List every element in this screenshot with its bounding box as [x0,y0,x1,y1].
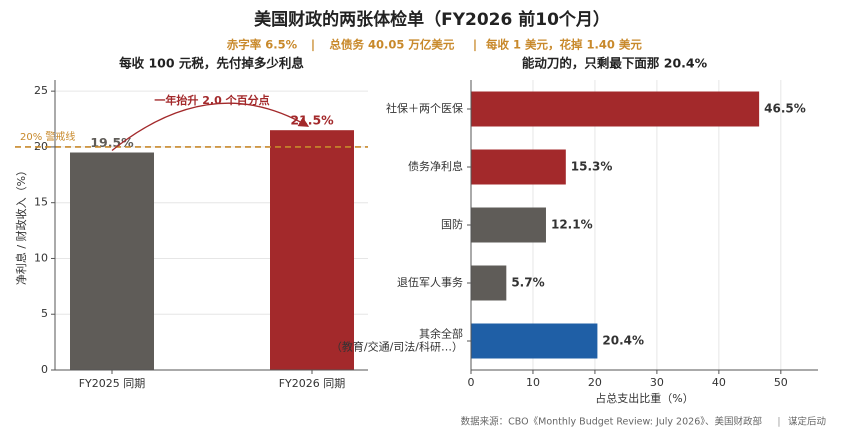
value-label: 5.7% [511,276,544,290]
bar [471,207,546,243]
x-tick-label: 50 [774,376,788,389]
value-label: 12.1% [551,218,593,232]
bar [471,265,507,301]
value-label: 19.5% [90,135,134,150]
subplot-title: 能动刀的，只剩最下面那 20.4% [522,56,708,71]
y-tick-label: 债务净利息 [408,159,463,173]
x-tick-label: 30 [650,376,664,389]
x-tick-label: 20 [588,376,602,389]
x-axis-label: 占总支出比重（%） [595,391,693,405]
y-tick-label: 其余全部（教育/交通/司法/科研…） [331,326,463,353]
reference-label: 20% 警戒线 [20,130,75,143]
bar [471,149,566,185]
x-tick-label: 10 [526,376,540,389]
y-axis-label: 净利息 / 财政收入（%） [14,165,28,285]
y-tick-label: 25 [34,84,48,97]
y-tick-label: 15 [34,196,48,209]
subtitle-item: 每收 1 美元，花掉 1.40 美元 [486,38,642,52]
subtitle-item: 赤字率 6.5% [227,38,298,52]
footer-brand: 谋定后动 [788,416,826,428]
separator: | [473,38,477,52]
x-tick-label: FY2025 同期 [79,377,146,390]
x-tick-label: 40 [712,376,726,389]
value-label: 20.4% [602,334,644,348]
annotation-arrow [111,102,310,152]
annotation: 一年抬升 2.0 个百分点 [154,93,269,107]
y-tick-label: 0 [41,363,48,376]
footer-source: 数据来源：CBO《Monthly Budget Review: July 202… [461,416,762,428]
separator: | [777,417,780,428]
y-tick-label: 社保＋两个医保 [386,101,463,115]
bar [471,323,598,359]
y-tick-label: 5 [41,307,48,320]
y-tick-label: 退伍军人事务 [397,276,463,289]
value-label: 15.3% [571,160,613,174]
bar [270,130,354,370]
x-tick-label: FY2026 同期 [279,377,346,390]
bar [471,91,760,127]
figure-title: 美国财政的两张体检单（FY2026 前10个月） [254,9,610,30]
x-tick-label: 0 [468,376,475,389]
subplot-title: 每收 100 元税，先付掉多少利息 [119,56,304,71]
subtitle-item: 总债务 40.05 万亿美元 [330,38,455,52]
y-tick-label: 10 [34,251,48,264]
separator: | [311,38,315,52]
value-label: 46.5% [764,102,806,116]
bar [70,152,154,370]
y-tick-label: 国防 [441,217,463,231]
